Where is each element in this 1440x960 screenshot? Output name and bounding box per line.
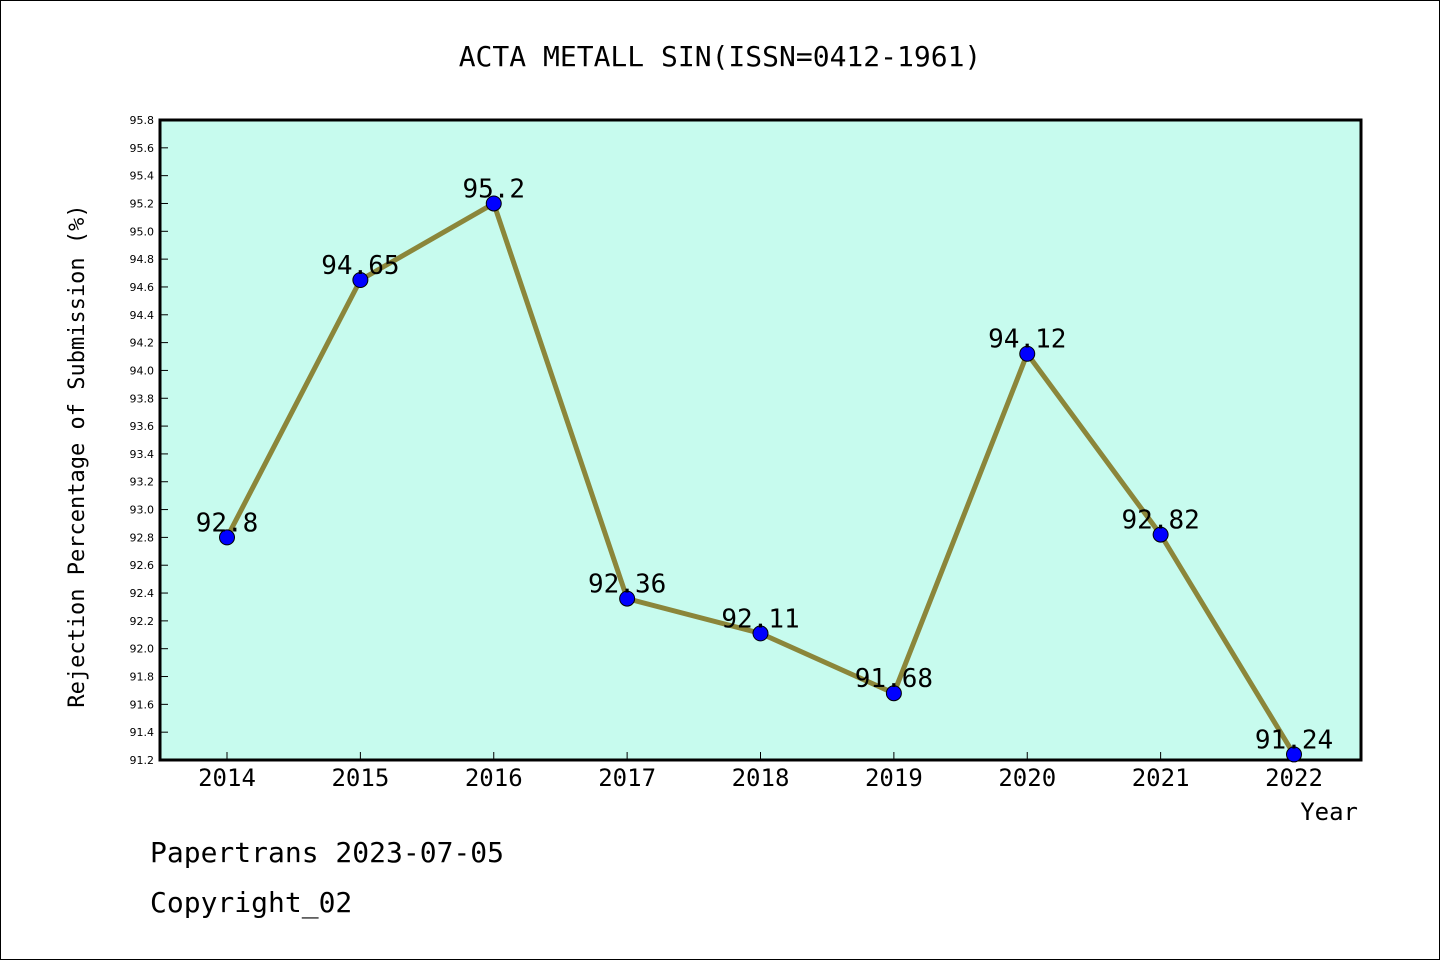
- y-tick-label: 92.6: [130, 559, 155, 572]
- y-tick-label: 94.6: [130, 281, 155, 294]
- y-tick-label: 95.0: [130, 225, 155, 238]
- x-axis-label: Year: [1300, 798, 1358, 826]
- series-layer: 92.8 94.65 95.2 92.36 92.11 91.68 94.12 92.82 91…: [196, 174, 1333, 763]
- data-point: [485, 195, 502, 212]
- data-label: 94.65: [321, 251, 399, 281]
- y-tick-label: 92.8: [130, 531, 155, 544]
- data-label: 92.8: [196, 508, 259, 538]
- y-tick-label: 93.0: [130, 504, 155, 517]
- y-tick-label: 95.4: [130, 170, 155, 183]
- data-label: 92.82: [1121, 506, 1199, 536]
- y-tick-label: 95.2: [130, 197, 155, 210]
- y-axis: 91.2 91.4 91.6 91.8 92.0 92.2 92.4 92.6 92.8 93.0…: [130, 114, 168, 767]
- x-tick-label: 2022: [1265, 764, 1323, 792]
- x-tick-label: 2014: [198, 764, 256, 792]
- data-point: [219, 529, 235, 546]
- chart-title: ACTA METALL SIN(ISSN=0412-1961): [459, 40, 982, 73]
- x-tick-label: 2021: [1132, 764, 1190, 792]
- data-label: 92.36: [588, 570, 666, 600]
- y-tick-label: 92.4: [130, 587, 155, 600]
- y-tick-label: 91.4: [130, 726, 155, 739]
- y-tick-label: 95.6: [130, 142, 155, 155]
- y-tick-label: 91.8: [130, 671, 155, 684]
- y-tick-label: 91.2: [130, 754, 155, 767]
- data-point: [885, 685, 902, 702]
- data-point: [1019, 345, 1036, 362]
- x-axis: 2014 2015 2016 2017 2018 2019 2020 2021 2022: [198, 752, 1323, 792]
- x-tick-label: 2018: [732, 764, 790, 792]
- y-tick-label: 92.2: [130, 615, 155, 628]
- x-tick-label: 2016: [465, 764, 523, 792]
- y-tick-label: 92.0: [130, 643, 155, 656]
- data-point: [1152, 526, 1169, 543]
- footer-copyright: Copyright_02: [150, 886, 353, 919]
- y-tick-label: 94.4: [130, 309, 155, 322]
- data-point: [752, 625, 769, 642]
- y-tick-label: 93.8: [130, 392, 155, 405]
- data-label: 95.2: [462, 174, 525, 204]
- y-tick-label: 94.0: [130, 364, 155, 377]
- data-point: [1286, 746, 1302, 763]
- y-tick-label: 93.6: [130, 420, 155, 433]
- data-label: 92.11: [721, 604, 799, 634]
- data-point: [352, 272, 369, 288]
- footer-date: Papertrans 2023-07-05: [150, 836, 505, 869]
- plot-area: [158, 118, 1363, 762]
- y-tick-label: 93.4: [130, 448, 155, 461]
- x-tick-label: 2017: [598, 764, 656, 792]
- x-tick-label: 2015: [331, 764, 389, 792]
- y-axis-label: Rejection Percentage of Submission (%): [65, 204, 90, 707]
- y-tick-label: 94.2: [130, 337, 155, 350]
- y-tick-label: 91.6: [130, 698, 155, 711]
- x-tick-label: 2020: [998, 764, 1056, 792]
- data-point: [619, 590, 636, 607]
- data-label: 91.24: [1255, 725, 1333, 755]
- data-label: 91.68: [855, 664, 933, 694]
- y-tick-label: 93.2: [130, 476, 155, 489]
- data-label: 94.12: [988, 325, 1066, 355]
- y-tick-label: 95.8: [130, 114, 155, 127]
- y-tick-label: 94.8: [130, 253, 155, 266]
- x-tick-label: 2019: [865, 764, 923, 792]
